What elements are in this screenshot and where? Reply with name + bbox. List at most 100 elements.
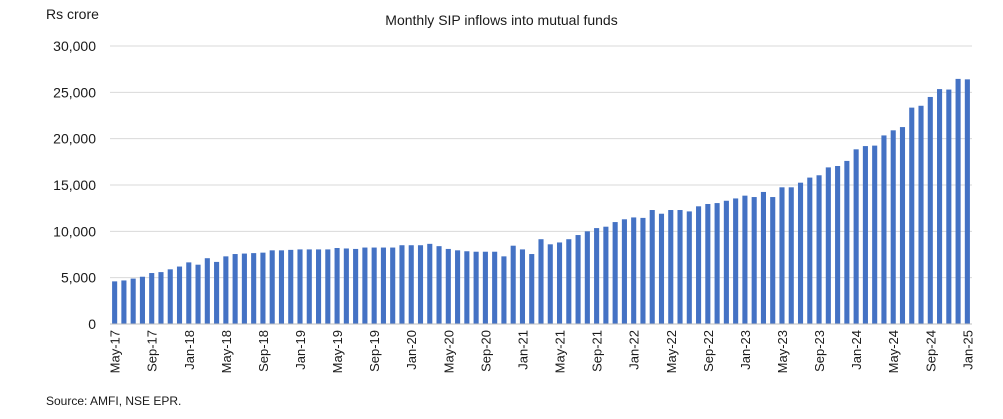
- bar: [297, 249, 303, 324]
- y-tick-label: 10,000: [53, 223, 96, 239]
- bar: [872, 145, 878, 324]
- x-tick-label: Sep-18: [256, 330, 271, 372]
- bar: [844, 160, 850, 324]
- bar: [204, 258, 210, 324]
- bar: [492, 251, 498, 324]
- bar: [853, 149, 859, 324]
- bar: [325, 249, 331, 324]
- bar: [927, 96, 933, 324]
- bar: [176, 266, 183, 324]
- bar: [760, 191, 767, 324]
- bar: [306, 249, 312, 324]
- x-tick-label: Sep-24: [923, 330, 938, 372]
- x-tick-label: May-19: [330, 330, 345, 373]
- bar: [214, 261, 220, 324]
- bar: [779, 187, 785, 324]
- y-tick-label: 30,000: [53, 38, 96, 54]
- bar: [575, 235, 581, 324]
- y-tick-label: 20,000: [53, 131, 96, 147]
- bar: [640, 217, 646, 324]
- x-tick-label: Jan-25: [960, 330, 975, 370]
- x-tick-label: Sep-22: [701, 330, 716, 372]
- bar: [529, 254, 535, 324]
- bar: [455, 250, 461, 324]
- bar: [186, 262, 192, 324]
- bar: [232, 254, 238, 324]
- bar: [519, 249, 526, 324]
- bar: [362, 247, 368, 324]
- bar: [464, 251, 470, 324]
- bar: [788, 187, 794, 324]
- bar: [770, 197, 776, 324]
- x-tick-label: May-22: [664, 330, 679, 373]
- bar: [417, 245, 424, 324]
- bar: [399, 245, 405, 324]
- bar: [445, 248, 451, 324]
- bar: [408, 245, 414, 324]
- y-tick-label: 0: [88, 316, 96, 332]
- bar: [288, 249, 294, 324]
- bar: [816, 175, 822, 324]
- bar: [686, 211, 692, 324]
- bar: [584, 231, 590, 324]
- x-tick-label: Jan-23: [738, 330, 753, 370]
- y-tick-label: 5,000: [61, 270, 96, 286]
- bar: [899, 127, 906, 324]
- bar: [436, 246, 442, 324]
- bar: [835, 166, 841, 324]
- bar: [631, 217, 637, 324]
- bar: [343, 248, 349, 324]
- bar: [241, 253, 247, 324]
- bar: [427, 243, 433, 324]
- bar: [371, 247, 377, 324]
- bar: [353, 248, 359, 324]
- bar: [121, 280, 127, 324]
- bar: [269, 250, 275, 324]
- x-tick-label: Jan-22: [627, 330, 642, 370]
- x-tick-label: May-17: [108, 330, 123, 373]
- chart-title: Monthly SIP inflows into mutual funds: [385, 12, 618, 28]
- x-tick-label: Sep-19: [367, 330, 382, 372]
- bar: [909, 107, 915, 324]
- bar: [195, 264, 201, 324]
- bar: [130, 278, 136, 324]
- bar: [510, 245, 516, 324]
- bar: [807, 177, 813, 324]
- x-tick-label: May-20: [441, 330, 456, 373]
- source-note: Source: AMFI, NSE EPR.: [46, 394, 182, 408]
- y-tick-label: 25,000: [53, 84, 96, 100]
- bar: [556, 242, 563, 324]
- bar: [260, 252, 266, 324]
- bar: [482, 251, 488, 324]
- x-tick-label: Sep-21: [590, 330, 605, 372]
- bar: [167, 269, 173, 324]
- bar: [603, 226, 609, 324]
- bar: [547, 244, 553, 324]
- bar: [251, 253, 257, 324]
- x-tick-label: Jan-19: [293, 330, 308, 370]
- bar: [112, 281, 118, 324]
- bar: [594, 228, 600, 324]
- bar: [149, 273, 155, 324]
- bar: [658, 213, 665, 324]
- bar: [964, 79, 970, 324]
- x-tick-label: Sep-20: [478, 330, 493, 372]
- bar: [139, 276, 145, 324]
- bar: [538, 239, 544, 324]
- bar: [733, 198, 739, 324]
- bar: [797, 182, 804, 324]
- x-tick-label: May-23: [775, 330, 790, 373]
- bar: [649, 210, 655, 324]
- x-tick-label: May-18: [219, 330, 234, 373]
- bar: [742, 195, 748, 324]
- y-tick-label: 15,000: [53, 177, 96, 193]
- bar: [566, 239, 572, 324]
- bar: [677, 210, 683, 324]
- x-tick-label: May-21: [553, 330, 568, 373]
- bar: [315, 249, 322, 324]
- bar: [946, 89, 952, 324]
- bar: [223, 256, 229, 324]
- bar: [862, 146, 868, 324]
